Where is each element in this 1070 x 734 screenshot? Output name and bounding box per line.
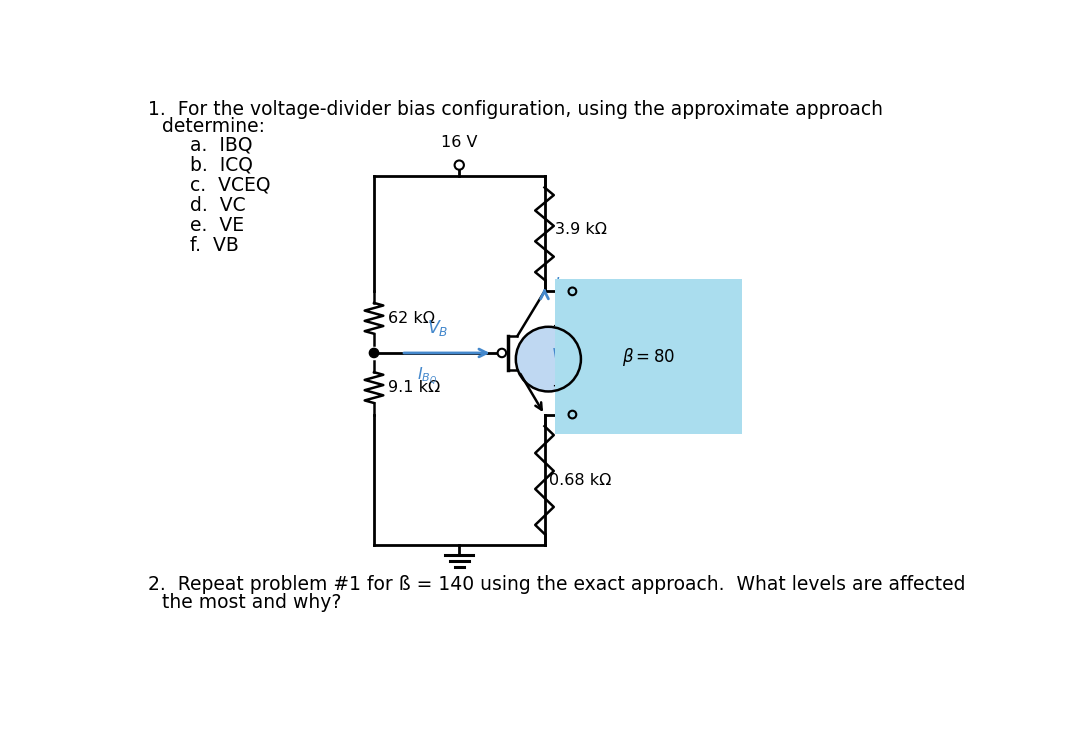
Text: $V_B$: $V_B$ [427, 318, 448, 338]
Text: 16 V: 16 V [441, 134, 477, 150]
Text: the most and why?: the most and why? [162, 593, 341, 612]
Text: f.  VB: f. VB [189, 236, 239, 255]
Text: 62 kΩ: 62 kΩ [388, 310, 434, 326]
Text: b.  ICQ: b. ICQ [189, 156, 253, 175]
Text: c.  VCEQ: c. VCEQ [189, 176, 270, 195]
Circle shape [369, 349, 379, 357]
Text: +: + [551, 317, 565, 335]
Text: 2.  Repeat problem #1 for ß = 140 using the exact approach.  What levels are aff: 2. Repeat problem #1 for ß = 140 using t… [148, 575, 965, 594]
Text: a.  IBQ: a. IBQ [189, 136, 253, 155]
Text: $V_E$: $V_E$ [590, 404, 611, 424]
Text: determine:: determine: [162, 117, 264, 137]
Text: $V_{CE_Q}$: $V_{CE_Q}$ [551, 346, 584, 368]
Text: 0.68 kΩ: 0.68 kΩ [549, 473, 612, 487]
Text: 3.9 kΩ: 3.9 kΩ [555, 222, 608, 237]
Text: $I_{B_Q}$: $I_{B_Q}$ [416, 366, 437, 387]
Text: $\beta = 80$: $\beta = 80$ [622, 346, 675, 368]
Text: d.  VC: d. VC [189, 196, 245, 215]
Text: $V_C$: $V_C$ [590, 281, 612, 302]
Text: 1.  For the voltage-divider bias configuration, using the approximate approach: 1. For the voltage-divider bias configur… [148, 101, 883, 120]
Text: e.  VE: e. VE [189, 216, 244, 235]
Text: −: − [551, 377, 565, 394]
Text: 9.1 kΩ: 9.1 kΩ [388, 380, 440, 395]
Circle shape [516, 327, 581, 391]
Text: $I_{C_Q}$: $I_{C_Q}$ [554, 275, 575, 297]
